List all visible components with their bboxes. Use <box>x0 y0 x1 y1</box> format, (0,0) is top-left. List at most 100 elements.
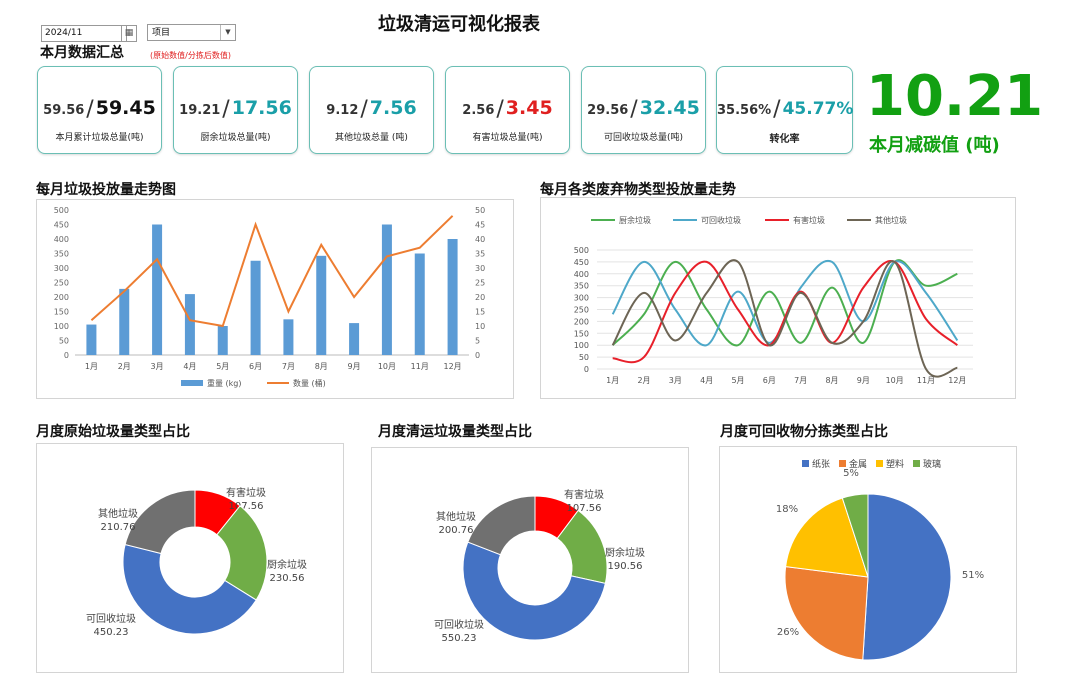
legend-label: 纸张 <box>812 458 830 470</box>
legend-label: 其他垃圾 <box>875 215 907 225</box>
y-tick-label-left: 0 <box>64 351 69 360</box>
carbon-reduction-value: 10.21 <box>866 64 1044 129</box>
x-tick-label: 3月 <box>151 362 164 371</box>
x-tick-label: 7月 <box>794 376 807 385</box>
kpi-label: 本月累计垃圾总量(吨) <box>55 133 144 143</box>
chevron-down-icon[interactable]: ▼ <box>220 25 235 40</box>
y-tick-label-left: 200 <box>54 293 69 302</box>
x-tick-label: 8月 <box>315 362 328 371</box>
kpi-original-value: 19.21 <box>179 103 221 118</box>
y-tick-label-left: 300 <box>54 264 69 273</box>
kpi-card-other: 9.12/7.56 其他垃圾总量 (吨) <box>309 66 434 154</box>
x-tick-label: 6月 <box>249 362 262 371</box>
x-tick-label: 12月 <box>443 362 461 371</box>
project-select-value: 项目 <box>152 28 171 38</box>
y-tick-label: 0 <box>584 365 589 374</box>
pie-slice <box>122 543 257 635</box>
bar <box>250 260 261 355</box>
kpi-label: 有害垃圾总量(吨) <box>472 133 543 143</box>
chart-title-type-trend: 每月各类废弃物类型投放量走势 <box>540 182 736 198</box>
legend-label: 玻璃 <box>923 458 941 470</box>
x-tick-label: 10月 <box>886 376 904 385</box>
pie-slice <box>462 541 606 641</box>
slice-value-label: 200.76 <box>439 525 474 536</box>
slice-category-label: 厨余垃圾 <box>267 558 307 571</box>
x-tick-label: 1月 <box>85 362 98 371</box>
y-tick-label: 250 <box>574 306 589 315</box>
x-tick-label: 7月 <box>282 362 295 371</box>
slice-value-label: 450.23 <box>94 627 129 638</box>
chart-title-original-share: 月度原始垃圾量类型占比 <box>36 424 190 440</box>
carbon-reduction-label: 本月减碳值 (吨) <box>869 135 1000 156</box>
slice-category-label: 有害垃圾 <box>564 488 604 501</box>
y-tick-label-right: 30 <box>475 264 485 273</box>
kpi-current-value: 17.56 <box>231 97 292 119</box>
y-tick-label-right: 45 <box>475 221 485 230</box>
kpi-label: 可回收垃圾总量(吨) <box>603 133 684 143</box>
legend-swatch <box>839 460 846 467</box>
bar <box>381 224 392 355</box>
y-tick-label-right: 20 <box>475 293 485 302</box>
month-date-input[interactable]: 2024/11 <box>41 25 127 42</box>
bar <box>119 288 130 355</box>
x-tick-label: 2月 <box>118 362 131 371</box>
series-line <box>611 259 958 378</box>
y-tick-label-right: 0 <box>475 351 480 360</box>
x-tick-label: 3月 <box>669 376 682 385</box>
y-tick-label: 100 <box>574 341 589 350</box>
y-tick-label: 50 <box>579 353 589 362</box>
x-tick-label: 2月 <box>637 376 650 385</box>
kpi-label: 转化率 <box>769 134 800 145</box>
slice-percent-label: 26% <box>777 627 799 638</box>
slice-category-label: 可回收垃圾 <box>86 612 136 625</box>
y-tick-label-right: 25 <box>475 279 485 288</box>
slice-percent-label: 5% <box>843 468 859 479</box>
kpi-current-value: 3.45 <box>505 97 553 119</box>
type-trend-svg: 0 50 100 150 200 250 300 350 400 450 500 1月 2月 3月 4月 5月… <box>574 215 973 385</box>
legend-label: 厨余垃圾 <box>619 215 651 225</box>
bar <box>184 294 195 355</box>
x-tick-label: 11月 <box>917 376 935 385</box>
bar <box>283 319 294 355</box>
y-tick-label-right: 50 <box>475 206 485 215</box>
y-tick-label: 400 <box>574 270 589 279</box>
series-line <box>90 215 454 328</box>
x-tick-label: 8月 <box>825 376 838 385</box>
slice-value-label: 107.56 <box>229 501 264 512</box>
chart-title-monthly-trend: 每月垃圾投放量走势图 <box>36 182 176 198</box>
recycle-share-svg: 51% 26% 18% 5% 纸张 金属 塑料 玻璃 <box>776 458 984 661</box>
series-line <box>611 259 958 347</box>
legend-label: 金属 <box>849 458 867 470</box>
y-tick-label: 200 <box>574 317 589 326</box>
kpi-original-value: 29.56 <box>587 103 629 118</box>
kpi-card-conversion: 35.56%/45.77% 转化率 <box>716 66 853 154</box>
kpi-card-recyclable: 29.56/32.45 可回收垃圾总量(吨) <box>581 66 706 154</box>
pie-slice <box>785 497 869 578</box>
y-tick-label-left: 500 <box>54 206 69 215</box>
legend-label: 有害垃圾 <box>793 215 825 225</box>
slice-value-label: 107.56 <box>567 503 602 514</box>
page-title: 垃圾清运可视化报表 <box>378 14 540 35</box>
slice-category-label: 可回收垃圾 <box>434 618 484 631</box>
bar <box>349 323 360 355</box>
pie-slice <box>784 566 869 661</box>
y-tick-label-right: 35 <box>475 250 485 259</box>
kpi-original-value: 9.12 <box>326 103 359 118</box>
slice-category-label: 其他垃圾 <box>436 510 476 523</box>
kpi-current-value: 59.45 <box>95 97 156 119</box>
y-tick-label: 500 <box>574 246 589 255</box>
y-tick-label-left: 400 <box>54 235 69 244</box>
legend-label: 重量 (kg) <box>207 378 242 388</box>
bar <box>152 224 163 355</box>
slice-value-label: 210.76 <box>101 522 136 533</box>
x-tick-label: 9月 <box>348 362 361 371</box>
pie-slice <box>841 493 869 578</box>
legend-swatch <box>913 460 920 467</box>
pie-slice <box>124 489 196 555</box>
y-tick-label-left: 350 <box>54 250 69 259</box>
kpi-original-value: 59.56 <box>43 103 85 118</box>
y-tick-label: 350 <box>574 282 589 291</box>
calendar-icon[interactable]: ▦ <box>121 25 137 42</box>
project-select[interactable]: 项目 ▼ <box>147 24 236 41</box>
recycle-share-chart: 51% 26% 18% 5% 纸张 金属 塑料 玻璃 <box>719 446 1017 673</box>
